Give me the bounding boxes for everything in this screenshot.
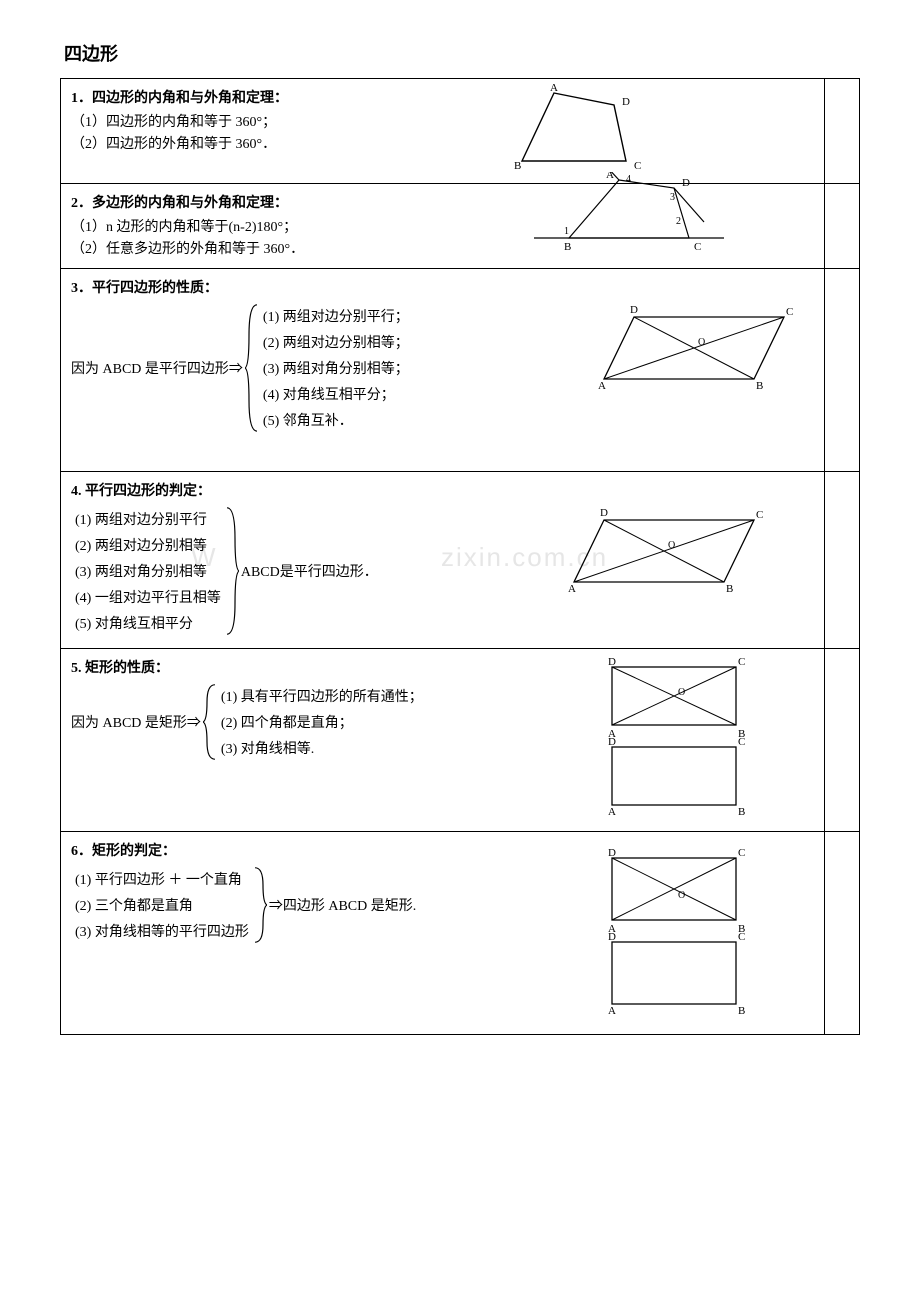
section-1-line-1: （1）四边形的内角和等于 360°；	[71, 111, 814, 131]
section-6-item-2: (2) 三个角都是直角	[75, 895, 249, 915]
section-6-cell: 6．矩形的判定： (1) 平行四边形 ＋ 一个直角 (2) 三个角都是直角 (3…	[61, 832, 825, 1035]
svg-text:B: B	[514, 160, 521, 172]
row-3-spacer	[825, 269, 860, 472]
section-5-cell: 5. 矩形的性质： 因为 ABCD 是矩形⇒ (1) 具有平行四边形的所有通性；…	[61, 649, 825, 832]
section-4-item-5: (5) 对角线互相平分	[75, 613, 221, 633]
section-2-line-1: （1）n 边形的内角和等于(n-2)180°；	[71, 216, 814, 236]
section-3-item-2: (2) 两组对边分别相等；	[263, 332, 409, 352]
section-4-item-3: (3) 两组对角分别相等	[75, 561, 221, 581]
section-2-heading: 2．多边形的内角和与外角和定理：	[71, 192, 814, 212]
section-4-heading: 4. 平行四边形的判定：	[71, 480, 814, 500]
section-4-suffix: ABCD是平行四边形．	[239, 506, 378, 636]
section-6-item-3: (3) 对角线相等的平行四边形	[75, 921, 249, 941]
section-4-item-1: (1) 两组对边分别平行	[75, 509, 221, 529]
section-5-item-1: (1) 具有平行四边形的所有通性；	[221, 686, 423, 706]
section-1-cell: 1．四边形的内角和与外角和定理： （1）四边形的内角和等于 360°； （2）四…	[61, 79, 825, 184]
section-2-line-2: （2）任意多边形的外角和等于 360°．	[71, 238, 814, 258]
row-6-spacer	[825, 832, 860, 1035]
section-5-item-3: (3) 对角线相等.	[221, 738, 423, 758]
section-3-item-5: (5) 邻角互补．	[263, 410, 409, 430]
section-4-item-4: (4) 一组对边平行且相等	[75, 587, 221, 607]
section-6-item-1: (1) 平行四边形 ＋ 一个直角	[75, 869, 249, 889]
svg-text:C: C	[634, 160, 641, 172]
row-1-spacer	[825, 79, 860, 184]
svg-text:A: A	[608, 806, 616, 815]
svg-text:D: D	[682, 177, 690, 189]
section-3-cell: 3．平行四边形的性质： 因为 ABCD 是平行四边形⇒ (1) 两组对边分别平行…	[61, 269, 825, 472]
right-brace-icon	[225, 506, 239, 636]
svg-text:B: B	[738, 1005, 745, 1016]
main-table: 1．四边形的内角和与外角和定理： （1）四边形的内角和等于 360°； （2）四…	[60, 78, 860, 1035]
section-5-prefix: 因为 ABCD 是矩形⇒	[71, 683, 203, 761]
section-2-cell: 2．多边形的内角和与外角和定理： （1）n 边形的内角和等于(n-2)180°；…	[61, 184, 825, 269]
left-brace-icon	[245, 303, 259, 433]
section-1-line-2: （2）四边形的外角和等于 360°．	[71, 133, 814, 153]
section-3-item-4: (4) 对角线互相平分；	[263, 384, 409, 404]
row-4-spacer	[825, 472, 860, 649]
svg-text:A: A	[606, 172, 614, 181]
svg-text:B: B	[738, 806, 745, 815]
section-3-item-3: (3) 两组对角分别相等；	[263, 358, 409, 378]
svg-text:4: 4	[626, 174, 631, 185]
section-5-item-2: (2) 四个角都是直角；	[221, 712, 423, 732]
row-2-spacer	[825, 184, 860, 269]
section-3-heading: 3．平行四边形的性质：	[71, 277, 814, 297]
row-5-spacer	[825, 649, 860, 832]
section-6-suffix: ⇒四边形 ABCD 是矩形.	[267, 866, 416, 944]
section-5-heading: 5. 矩形的性质：	[71, 657, 814, 677]
right-brace-icon-2	[253, 866, 267, 944]
section-6-heading: 6．矩形的判定：	[71, 840, 814, 860]
section-1-heading: 1．四边形的内角和与外角和定理：	[71, 87, 814, 107]
page-title: 四边形	[64, 40, 860, 66]
section-4-item-2: (2) 两组对边分别相等	[75, 535, 221, 555]
section-3-item-1: (1) 两组对边分别平行；	[263, 306, 409, 326]
svg-text:A: A	[608, 1005, 616, 1016]
section-4-cell: W zixin.com.cn 4. 平行四边形的判定： (1) 两组对边分别平行…	[61, 472, 825, 649]
left-brace-icon-2	[203, 683, 217, 761]
section-3-prefix: 因为 ABCD 是平行四边形⇒	[71, 303, 245, 433]
